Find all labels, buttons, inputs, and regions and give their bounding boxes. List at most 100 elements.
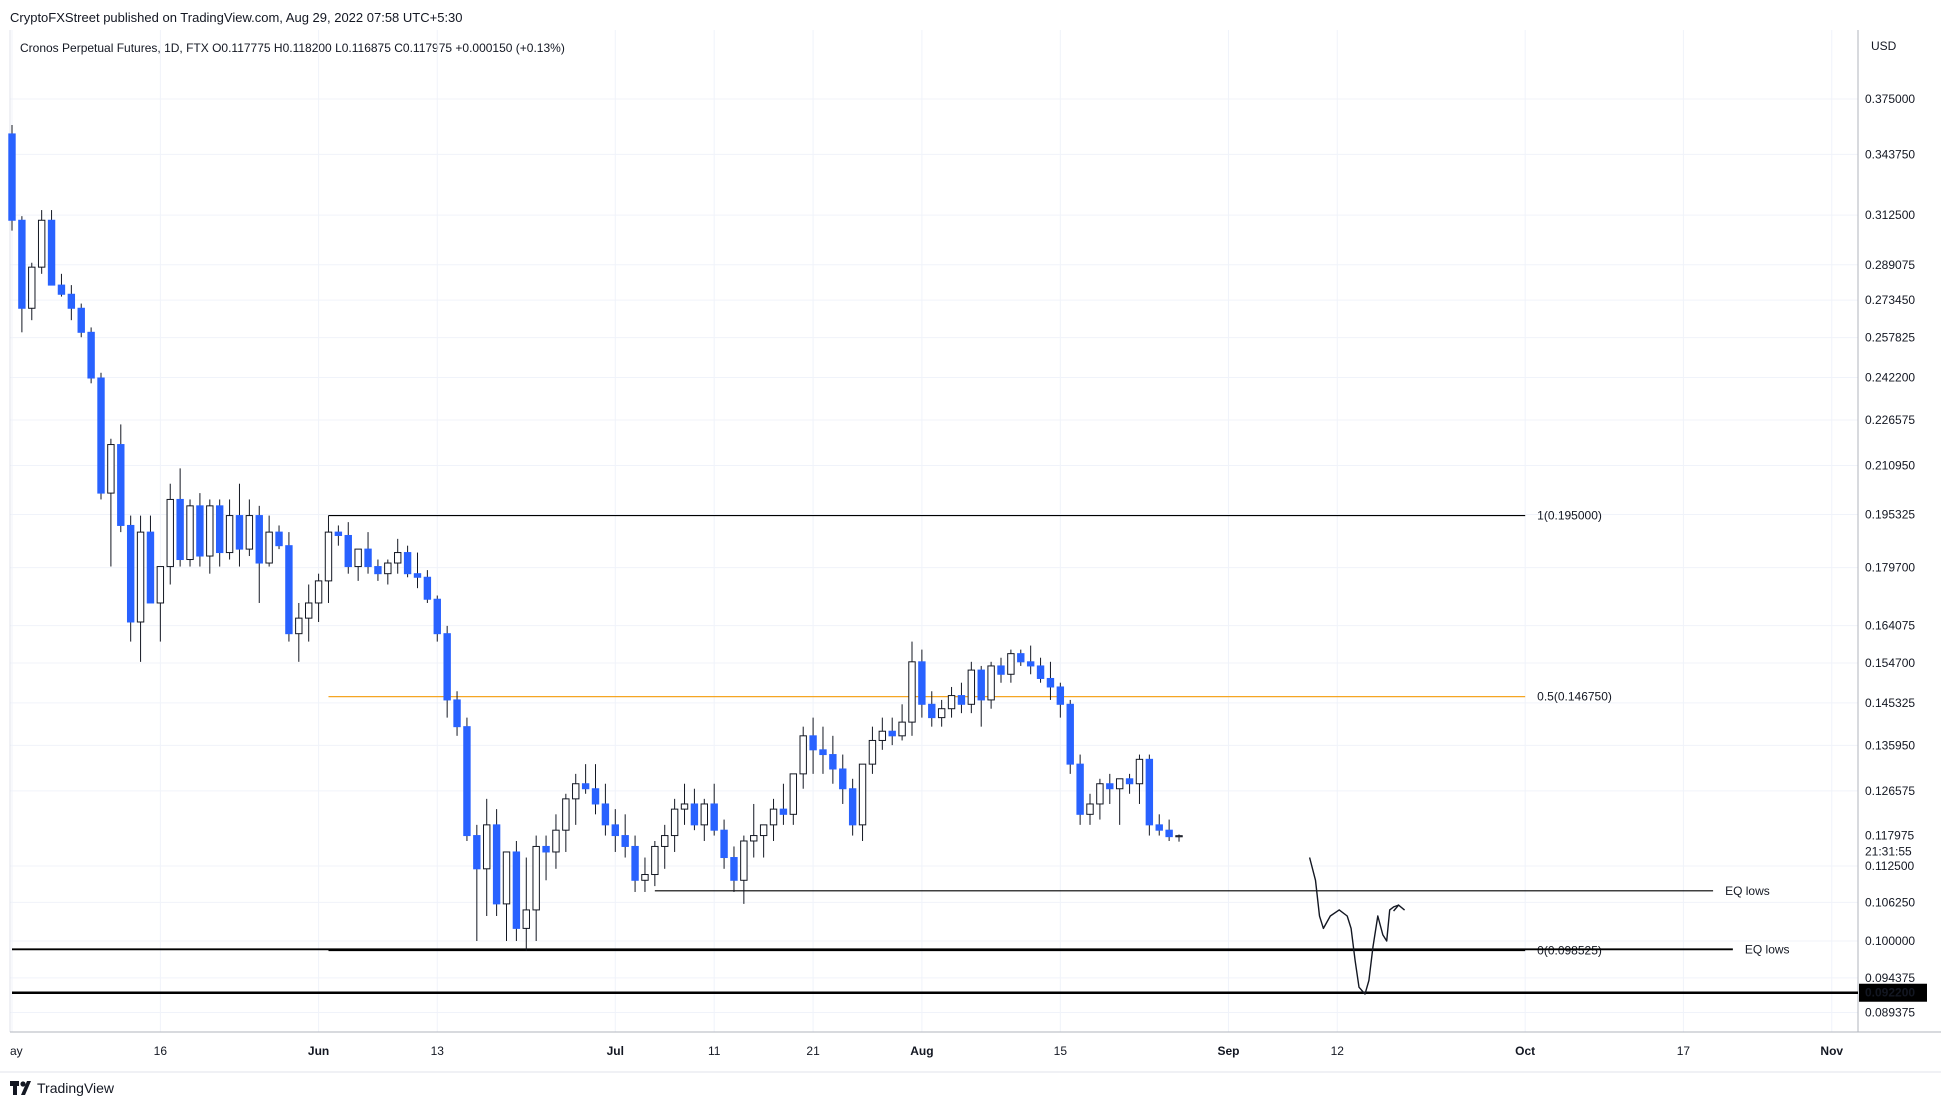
candle bbox=[1066, 699, 1074, 774]
candle-body bbox=[898, 721, 906, 737]
x-tick-label: 17 bbox=[1677, 1044, 1691, 1058]
candle-body bbox=[601, 803, 610, 826]
candle-body bbox=[1125, 778, 1134, 785]
candle bbox=[463, 717, 471, 841]
candle-body bbox=[542, 845, 550, 853]
candle bbox=[354, 548, 362, 581]
candle bbox=[275, 525, 283, 550]
candle bbox=[413, 552, 422, 589]
candle bbox=[136, 515, 145, 662]
candle-body bbox=[87, 331, 95, 379]
x-tick-label: ay bbox=[10, 1044, 23, 1058]
candle bbox=[581, 764, 590, 794]
candle-body bbox=[799, 735, 807, 775]
candle-body bbox=[265, 531, 273, 564]
candle-body bbox=[641, 874, 649, 881]
chart-frame bbox=[0, 30, 1941, 1073]
candle-body bbox=[1135, 758, 1144, 785]
candle bbox=[235, 483, 244, 567]
candle-body bbox=[245, 515, 254, 550]
candle-body bbox=[670, 808, 679, 837]
candle bbox=[552, 814, 560, 869]
x-tick-label: Nov bbox=[1820, 1044, 1843, 1058]
x-tick-label: 12 bbox=[1331, 1044, 1345, 1058]
candle-body bbox=[651, 845, 659, 876]
candles bbox=[8, 125, 1183, 951]
y-tick-label: 0.273450 bbox=[1865, 293, 1915, 307]
publisher-line: CryptoFXStreet published on TradingView.… bbox=[10, 10, 463, 25]
axis-currency: USD bbox=[1871, 39, 1897, 53]
y-tick-label: 0.343750 bbox=[1865, 147, 1915, 161]
candle-body bbox=[1106, 783, 1114, 790]
x-tick-label: 13 bbox=[431, 1044, 445, 1058]
candle bbox=[364, 532, 372, 574]
candle-body bbox=[285, 545, 293, 635]
candle-body bbox=[463, 726, 471, 837]
candle bbox=[1026, 645, 1035, 675]
candle bbox=[641, 857, 649, 892]
candle-body bbox=[997, 665, 1005, 675]
candle bbox=[394, 538, 402, 574]
y-tick-label: 0.135950 bbox=[1865, 738, 1915, 752]
candle bbox=[542, 835, 550, 881]
candle bbox=[611, 809, 619, 852]
candle bbox=[1007, 649, 1015, 683]
candle-body bbox=[1076, 763, 1084, 815]
candle-body bbox=[384, 562, 392, 575]
y-tick-label: 0.145325 bbox=[1865, 696, 1915, 710]
candle bbox=[156, 566, 165, 642]
candle-body bbox=[28, 266, 36, 309]
candle-body bbox=[433, 598, 441, 635]
candle bbox=[789, 773, 798, 825]
candle bbox=[225, 499, 234, 560]
candle bbox=[87, 327, 95, 384]
y-axis: USD 0.375000 0.343750 0.312500 0.289075 0.273… bbox=[1859, 39, 1927, 1020]
candle bbox=[28, 262, 36, 321]
candle-body bbox=[759, 824, 768, 837]
candle-body bbox=[1066, 703, 1074, 765]
candle-body bbox=[848, 788, 857, 826]
candle bbox=[1076, 754, 1084, 825]
candle-body bbox=[156, 566, 165, 604]
x-tick-label: Aug bbox=[910, 1044, 933, 1058]
logo-dot bbox=[20, 1081, 26, 1087]
x-tick-label: Sep bbox=[1217, 1044, 1239, 1058]
candle-body bbox=[305, 602, 313, 619]
candle bbox=[384, 559, 392, 585]
candle-body bbox=[581, 783, 590, 790]
level-label-eq-lower: EQ lows bbox=[1745, 942, 1790, 956]
symbol-ohlc-line: Cronos Perpetual Futures, 1D, FTX O0.117… bbox=[20, 41, 565, 55]
candle-body bbox=[552, 829, 560, 853]
candle bbox=[146, 515, 155, 604]
candle-body bbox=[769, 808, 778, 826]
candle bbox=[839, 754, 847, 804]
candle-body bbox=[334, 531, 343, 536]
candle bbox=[947, 686, 956, 718]
projection-arrowhead bbox=[1393, 904, 1406, 912]
x-tick-label: 15 bbox=[1054, 1044, 1068, 1058]
price-badge-label: 0.092200 bbox=[1865, 986, 1915, 1000]
candle-body bbox=[374, 566, 382, 575]
candle-body bbox=[789, 773, 798, 815]
candle-body bbox=[928, 703, 936, 719]
candle bbox=[779, 783, 788, 825]
level-label-fib-05: 0.5(0.146750) bbox=[1537, 690, 1612, 704]
x-tick-label: Jul bbox=[607, 1044, 624, 1058]
candle-body bbox=[314, 580, 323, 604]
candle-body bbox=[324, 531, 333, 582]
tradingview-logo-icon bbox=[10, 1081, 31, 1095]
candle-body bbox=[146, 531, 155, 604]
candle bbox=[829, 735, 837, 784]
candle bbox=[918, 649, 926, 718]
y-tick-label: 0.289075 bbox=[1865, 258, 1915, 272]
candle bbox=[107, 438, 115, 567]
y-tick-label: 0.179700 bbox=[1865, 561, 1915, 575]
y-tick-label: 0.112500 bbox=[1865, 859, 1914, 873]
x-tick-label: 11 bbox=[708, 1044, 721, 1058]
y-tick-label: 0.210950 bbox=[1865, 458, 1915, 472]
candle-body bbox=[572, 783, 580, 800]
candle-body bbox=[1115, 778, 1124, 790]
candle-body bbox=[522, 909, 530, 929]
candle bbox=[37, 210, 46, 274]
candle bbox=[1115, 778, 1124, 825]
